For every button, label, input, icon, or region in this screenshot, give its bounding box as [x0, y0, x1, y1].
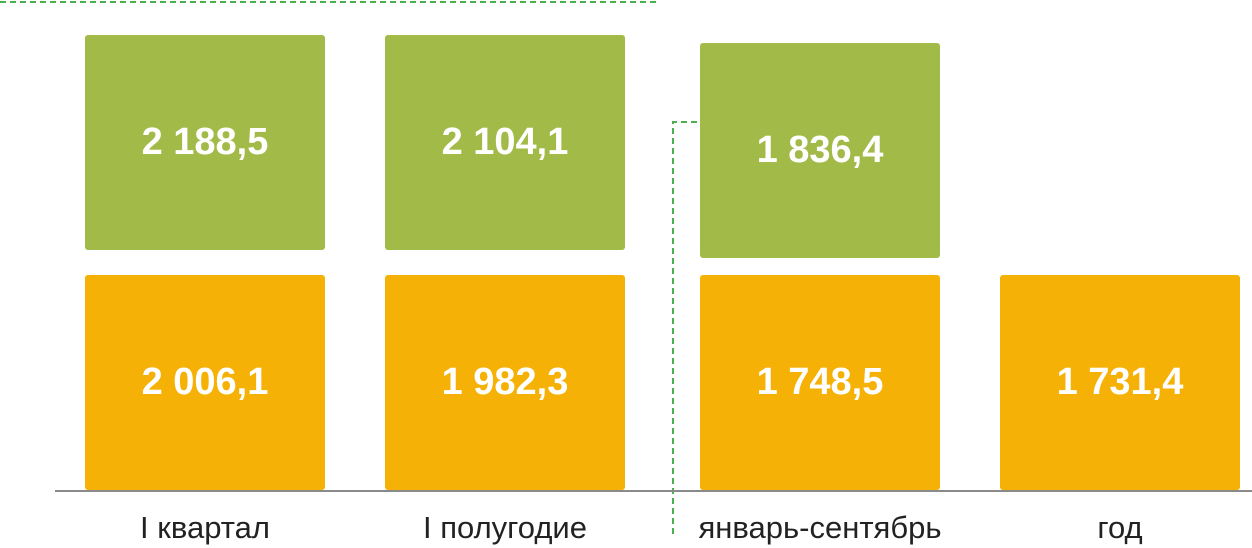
value-tile: 1 731,4 — [1000, 275, 1240, 490]
column-label: I квартал — [140, 510, 270, 545]
value-tile: 2 104,1 — [385, 35, 625, 250]
dashed-line — [672, 121, 697, 538]
column-label: I полугодие — [423, 510, 587, 545]
value-tile: 2 006,1 — [85, 275, 325, 490]
value-tile: 1 836,4 — [700, 43, 940, 258]
value-tile: 1 748,5 — [700, 275, 940, 490]
value-tile: 1 982,3 — [385, 275, 625, 490]
axis-line — [55, 490, 1252, 492]
column-label: год — [1097, 510, 1143, 545]
value-tile: 2 188,5 — [85, 35, 325, 250]
column-label: январь-сентябрь — [698, 510, 942, 545]
